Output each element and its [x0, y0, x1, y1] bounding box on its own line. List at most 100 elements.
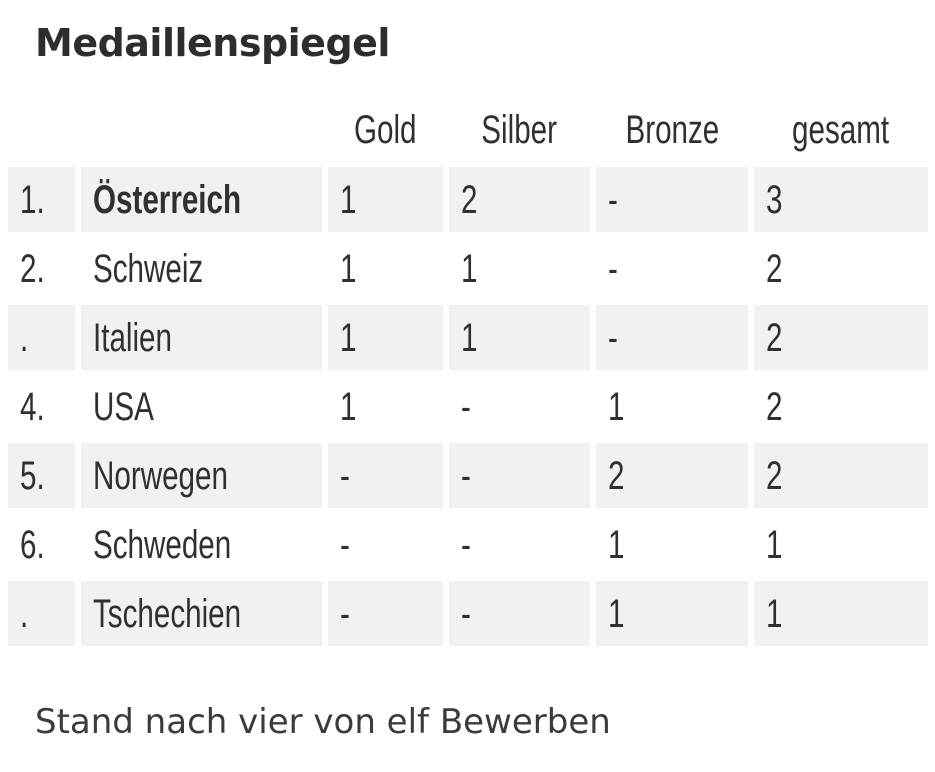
gold-value: 1 — [340, 177, 357, 222]
country-cell: Österreich — [81, 167, 322, 232]
country-name: Italien — [93, 315, 172, 360]
rank-cell: . — [8, 305, 75, 370]
total-cell: 2 — [754, 236, 928, 301]
total-value: 2 — [766, 384, 783, 429]
total-value: 1 — [766, 522, 783, 567]
total-cell: 2 — [754, 374, 928, 439]
silver-cell: 1 — [449, 236, 590, 301]
bronze-value: 1 — [608, 522, 625, 567]
total-value: 2 — [766, 453, 783, 498]
bronze-value: - — [608, 246, 618, 291]
total-cell: 1 — [754, 581, 928, 646]
medal-table-header: Gold Silber Bronze gesamt — [8, 101, 928, 163]
table-row: . Italien 1 1 - 2 — [8, 305, 928, 370]
country-cell: Tschechien — [81, 581, 322, 646]
total-cell: 1 — [754, 512, 928, 577]
gold-cell: - — [328, 512, 443, 577]
page-title: Medaillenspiegel — [35, 21, 390, 65]
gold-value: - — [340, 522, 350, 567]
header-total-label: gesamt — [792, 108, 890, 152]
silver-value: - — [461, 453, 471, 498]
rank-value: 2. — [20, 246, 45, 291]
country-cell: USA — [81, 374, 322, 439]
header-bronze-label: Bronze — [625, 108, 719, 152]
rank-value: 1. — [20, 177, 45, 222]
table-row: 5. Norwegen - - 2 2 — [8, 443, 928, 508]
rank-cell: 4. — [8, 374, 75, 439]
silver-cell: 2 — [449, 167, 590, 232]
silver-cell: - — [449, 374, 590, 439]
country-name: Norwegen — [93, 453, 228, 498]
silver-value: - — [461, 522, 471, 567]
silver-value: 1 — [461, 315, 478, 360]
bronze-value: - — [608, 177, 618, 222]
table-row: 2. Schweiz 1 1 - 2 — [8, 236, 928, 301]
bronze-cell: 1 — [596, 374, 748, 439]
gold-value: - — [340, 453, 350, 498]
gold-value: 1 — [340, 384, 357, 429]
bronze-value: 1 — [608, 591, 625, 636]
silver-cell: - — [449, 443, 590, 508]
header-silver-label: Silber — [481, 108, 558, 152]
total-value: 2 — [766, 246, 783, 291]
bronze-cell: - — [596, 167, 748, 232]
total-cell: 3 — [754, 167, 928, 232]
rank-value: 6. — [20, 522, 45, 567]
medal-table: Gold Silber Bronze gesamt 1. Österreich … — [2, 97, 934, 650]
gold-cell: - — [328, 581, 443, 646]
header-bronze: Bronze — [596, 101, 748, 163]
bronze-cell: - — [596, 305, 748, 370]
gold-cell: - — [328, 443, 443, 508]
total-value: 3 — [766, 177, 783, 222]
header-silver: Silber — [449, 101, 590, 163]
header-rank — [8, 101, 75, 163]
rank-value: . — [20, 315, 29, 360]
silver-cell: - — [449, 512, 590, 577]
country-cell: Schweiz — [81, 236, 322, 301]
country-cell: Schweden — [81, 512, 322, 577]
rank-value: 5. — [20, 453, 45, 498]
rank-cell: 5. — [8, 443, 75, 508]
country-name: Schweiz — [93, 246, 204, 291]
rank-value: 4. — [20, 384, 45, 429]
total-value: 1 — [766, 591, 783, 636]
country-name: Schweden — [93, 522, 232, 567]
rank-value: . — [20, 591, 29, 636]
bronze-cell: 1 — [596, 512, 748, 577]
gold-cell: 1 — [328, 374, 443, 439]
gold-cell: 1 — [328, 305, 443, 370]
rank-cell: 2. — [8, 236, 75, 301]
table-row: 1. Österreich 1 2 - 3 — [8, 167, 928, 232]
country-cell: Norwegen — [81, 443, 322, 508]
status-note: Stand nach vier von elf Bewerben — [35, 702, 611, 742]
bronze-cell: - — [596, 236, 748, 301]
bronze-cell: 2 — [596, 443, 748, 508]
table-row: 4. USA 1 - 1 2 — [8, 374, 928, 439]
table-row: . Tschechien - - 1 1 — [8, 581, 928, 646]
silver-value: 1 — [461, 246, 478, 291]
header-total: gesamt — [754, 101, 928, 163]
rank-cell: 6. — [8, 512, 75, 577]
country-name: Österreich — [93, 177, 242, 222]
header-gold-label: Gold — [354, 108, 417, 152]
country-name: USA — [93, 384, 154, 429]
header-row: Gold Silber Bronze gesamt — [8, 101, 928, 163]
gold-value: 1 — [340, 246, 357, 291]
total-value: 2 — [766, 315, 783, 360]
silver-value: 2 — [461, 177, 478, 222]
gold-value: - — [340, 591, 350, 636]
silver-cell: 1 — [449, 305, 590, 370]
total-cell: 2 — [754, 443, 928, 508]
rank-cell: 1. — [8, 167, 75, 232]
bronze-value: - — [608, 315, 618, 360]
header-country — [81, 101, 322, 163]
table-row: 6. Schweden - - 1 1 — [8, 512, 928, 577]
header-gold: Gold — [328, 101, 443, 163]
country-name: Tschechien — [93, 591, 242, 636]
silver-cell: - — [449, 581, 590, 646]
silver-value: - — [461, 591, 471, 636]
bronze-cell: 1 — [596, 581, 748, 646]
total-cell: 2 — [754, 305, 928, 370]
country-cell: Italien — [81, 305, 322, 370]
rank-cell: . — [8, 581, 75, 646]
